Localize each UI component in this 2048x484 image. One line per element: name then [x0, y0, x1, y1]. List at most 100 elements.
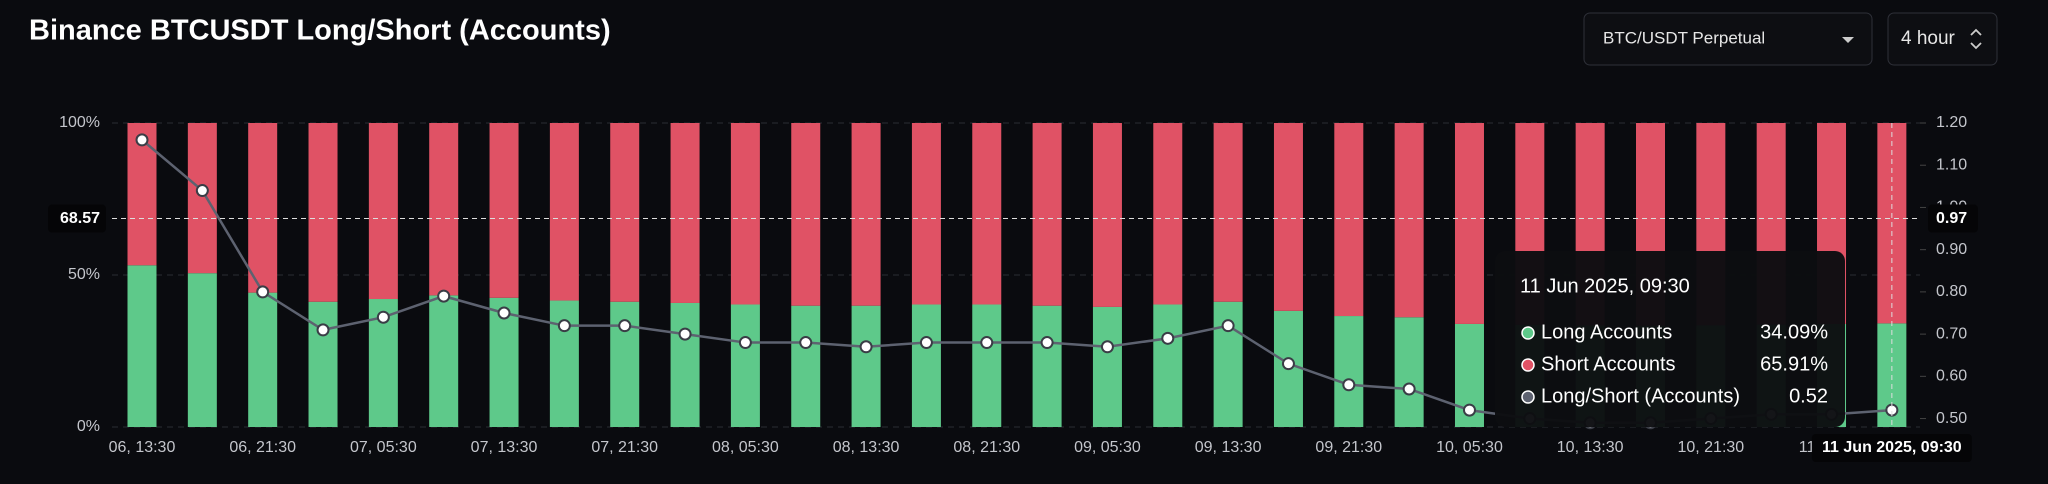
crosshair-label-box [1928, 204, 1978, 233]
crosshair-label-box [48, 204, 106, 233]
bar-segment [248, 123, 278, 293]
bar-segment [308, 301, 338, 427]
tooltip-box [1495, 251, 1845, 427]
bar-segment [1273, 123, 1303, 311]
x-tick-label: 06, 13:30 [109, 439, 176, 456]
bar-segment [1153, 304, 1183, 427]
x-tick-label: 09, 05:30 [1074, 439, 1141, 456]
bar-segment [911, 304, 941, 427]
tooltip-name: Long Accounts [1541, 321, 1672, 343]
tooltip-title: 11 Jun 2025, 09:30 [1520, 275, 1690, 297]
bar-segment [911, 123, 941, 305]
x-tick-label: 10, 21:30 [1677, 439, 1744, 456]
bar-segment [1394, 123, 1424, 318]
bar-segment [1092, 306, 1122, 427]
y-tick-label: 50% [68, 266, 100, 283]
bar-segment [489, 123, 519, 298]
ratio-point [1161, 331, 1175, 345]
ratio-point [557, 319, 571, 333]
x-tick-label: 09, 21:30 [1315, 439, 1382, 456]
bar-segment [972, 304, 1002, 427]
bar-segment [670, 302, 700, 427]
bar-segment [549, 123, 579, 301]
tooltip-swatch [1521, 358, 1535, 372]
tooltip-name: Long/Short (Accounts) [1541, 385, 1740, 407]
bar-segment [1334, 123, 1364, 317]
tooltip-value: 0.52 [1789, 385, 1828, 407]
ratio-point [678, 327, 692, 341]
ratio-point [1462, 403, 1476, 417]
bar-segment [730, 304, 760, 427]
select-box[interactable] [1583, 12, 1873, 66]
bar-segment [972, 123, 1002, 305]
ratio-point [980, 336, 994, 350]
bar-segment [730, 123, 760, 305]
ratio-point [256, 285, 270, 299]
select-text[interactable]: 4 hour [1901, 28, 1956, 49]
y2-tick-label: 0.70 [1936, 325, 1967, 342]
y2-tick-label: 0.50 [1936, 410, 1967, 427]
bar-segment [1092, 123, 1122, 307]
bar-segment [1394, 317, 1424, 427]
bar-segment [670, 123, 700, 303]
x-tick-label: 07, 05:30 [350, 439, 417, 456]
bar-segment [368, 123, 398, 300]
tooltip-swatch [1521, 326, 1535, 340]
y2-tick-label: 0.60 [1936, 368, 1967, 385]
bar-segment [791, 123, 821, 306]
symbol-select[interactable]: BTC/USDT Perpetual [1583, 12, 1873, 66]
caret [1842, 37, 1854, 43]
bar-segment [1153, 123, 1183, 305]
bar-segment [187, 123, 217, 274]
x-tick-label: 10, 05:30 [1436, 439, 1503, 456]
bar-segment [791, 305, 821, 427]
x-tick-label: 09, 13:30 [1195, 439, 1262, 456]
tooltip-name: Short Accounts [1541, 353, 1676, 375]
x-tick-label: 08, 21:30 [953, 439, 1020, 456]
tooltip-value: 65.91% [1760, 353, 1828, 375]
interval-select[interactable]: 4 hour [1887, 12, 1998, 66]
x-tick-label: 08, 05:30 [712, 439, 779, 456]
ratio-point [135, 133, 149, 147]
ratio-point [859, 340, 873, 354]
crosshair-x-label: 11 Jun 2025, 09:30 [1822, 439, 1962, 456]
ratio-point [1342, 378, 1356, 392]
x-tick-label: 06, 21:30 [229, 439, 296, 456]
select-box[interactable] [1887, 12, 1998, 66]
tooltip-value: 34.09% [1760, 321, 1828, 343]
select-text[interactable]: BTC/USDT Perpetual [1603, 28, 1765, 47]
chevrons [1970, 28, 1982, 50]
y2-tick-label: 0.80 [1936, 283, 1967, 300]
x-tick-label: 07, 21:30 [591, 439, 658, 456]
ratio-point [1040, 336, 1054, 350]
x-tick-label: 10, 13:30 [1557, 439, 1624, 456]
bar-segment [851, 123, 881, 306]
bar-segment [248, 292, 278, 427]
ratio-point [376, 310, 390, 324]
ratio-point [195, 184, 209, 198]
bar-segment [429, 295, 459, 427]
ratio-point [316, 323, 330, 337]
x-tick-label: 07, 13:30 [471, 439, 538, 456]
bar-segment [1454, 123, 1484, 324]
crosshair-y-label: 68.57 [60, 210, 100, 227]
crosshair-label-box [1811, 434, 1972, 462]
bar-segment [1334, 316, 1364, 427]
bar-segment [308, 123, 338, 302]
y2-tick-label: 1.10 [1936, 156, 1967, 173]
y2-tick-label: 1.20 [1936, 114, 1967, 131]
tooltip: 11 Jun 2025, 09:30 Long Accounts 34.09% Sh… [1495, 251, 1845, 427]
ratio-point [1281, 357, 1295, 371]
bar-segment [1032, 123, 1062, 306]
bar-segment [127, 265, 157, 427]
ratio-point [1402, 382, 1416, 396]
ratio-point [437, 289, 451, 303]
ratio-point [1221, 319, 1235, 333]
bar-segment [187, 273, 217, 427]
bar-segment [851, 305, 881, 427]
plot: 0%50%100%0.500.600.700.800.901.001.101.2… [48, 114, 1978, 462]
crosshair-y2-label: 0.97 [1936, 210, 1967, 227]
bar-segment [1032, 305, 1062, 427]
